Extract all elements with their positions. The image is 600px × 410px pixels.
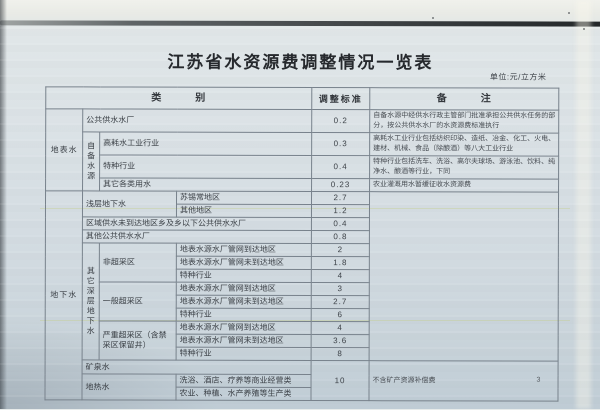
row-regional-unreached-value: 0.4: [311, 217, 370, 231]
row-general-overdraft-special-value: 6: [311, 308, 370, 322]
row-non-overdraft-special-value: 4: [311, 269, 370, 283]
row-non-overdraft-unreached-value: 1.8: [311, 256, 370, 270]
table-row: 特种行业 0.4 特种行业包括洗车、洗浴、高尔夫球场、游泳池、饮料、纯净水、酿酒…: [46, 154, 559, 180]
table-row: 自备水源 高耗水工业行业 0.3 高耗水工业行业包括纺织印染、造纸、冶金、化工、…: [46, 131, 559, 191]
header-row: 类 别 调整标准 备 注: [45, 86, 559, 111]
group-ground-water: 地下水: [44, 190, 83, 400]
unit-label: 单位:元/立方米: [489, 72, 547, 82]
row-high-water-industry-remark: 高耗水工业行业包括纺织印染、造纸、冶金、化工、火电、建材、机械、食品（除酿酒）等…: [369, 132, 559, 157]
group-surface-water: 地表水: [45, 108, 83, 191]
group-geothermal: 地热水: [81, 373, 177, 401]
scan-left-shadow: [0, 0, 7, 409]
group-non-overdraft: 非超采区: [99, 242, 177, 283]
row-other-water-label: 其它各类用水: [99, 177, 312, 192]
row-general-overdraft-special-label: 特种行业: [176, 308, 312, 322]
row-suxichang-label: 苏锡常地区: [176, 191, 312, 205]
row-severe-overdraft-special-value: 8: [311, 347, 370, 361]
row-shallow-label: 浅层地下水: [82, 190, 177, 218]
row-general-overdraft-reached-value: 3: [311, 282, 370, 296]
row-public-plant-value: 0.2: [311, 109, 370, 133]
page-number: 3: [536, 376, 541, 384]
scan-right-band: [576, 0, 591, 409]
scan-top-strip: [0, 0, 600, 22]
row-non-overdraft-unreached-label: 地表水源水厂管网未到达地区: [176, 256, 312, 270]
row-high-water-industry-value: 0.3: [311, 132, 370, 156]
table-row: 地下水 浅层地下水 苏锡常地区 2.7: [44, 190, 559, 400]
row-mineral-water-label: 矿泉水: [82, 359, 312, 375]
table-row: 矿泉水 10 不含矿产资源补偿费: [45, 359, 559, 402]
scan-bottom-left-shade: [0, 319, 220, 409]
row-regional-unreached-label: 区域供水未到达地区乡及乡以下公共供水水厂: [82, 216, 312, 231]
row-other-water-remark: 农业灌溉用水暂缓征收水资源费: [369, 178, 559, 193]
row-non-overdraft-special-label: 特种行业: [176, 269, 312, 283]
table-row: 地表水 公共供水水厂 0.2 自备水源中经供水行政主管部门批准承担公共供水任务的…: [45, 108, 559, 191]
group-general-overdraft: 一般超采区: [99, 281, 177, 322]
row-other-water-value: 0.23: [311, 178, 370, 192]
row-severe-overdraft-reached-value: 4: [311, 321, 370, 335]
header-standard: 调整标准: [311, 87, 370, 110]
row-special-industry-remark: 特种行业包括洗车、洗浴、高尔夫球场、游泳池、饮料、纯净水、酿酒等行业，下同: [369, 155, 559, 180]
row-geothermal-remark: 不含矿产资源补偿费: [368, 360, 559, 402]
header-remark: 备 注: [369, 87, 559, 111]
row-public-plant-remark: 自备水源中经供水行政主管部门批准承担公共供水任务的部分，按公共供水水厂的水资源费…: [369, 109, 559, 134]
table-row: 其它各类用水 0.23 农业灌溉用水暂缓征收水资源费: [46, 177, 559, 193]
row-severe-overdraft-special-label: 特种行业: [176, 347, 312, 361]
row-geothermal-production-label: 农业、种植、水产养殖等生产类: [175, 387, 312, 401]
scan-tint-line: [40, 208, 570, 209]
scan-speck: [583, 28, 585, 30]
row-other-public-plant-label: 其他公共供水水厂: [82, 229, 312, 244]
row-severe-overdraft-reached-label: 地表水源水厂管网到达地区: [176, 321, 312, 335]
row-special-industry-label: 特种行业: [99, 154, 312, 179]
row-special-industry-value: 0.4: [311, 155, 370, 179]
row-suxichang-value: 2.7: [311, 191, 370, 205]
row-general-overdraft-unreached-label: 地表水源水厂管网未到达地区: [176, 295, 312, 309]
row-general-overdraft-unreached-value: 2.7: [311, 295, 370, 309]
row-non-overdraft-reached-label: 地表水源水厂管网到达地区: [176, 243, 312, 257]
row-non-overdraft-reached-value: 2: [311, 243, 370, 257]
group-severe-overdraft: 严重超采区（含禁采区保留井）: [99, 320, 177, 361]
row-public-plant-label: 公共供水水厂: [82, 108, 312, 133]
group-self-supplied: 自备水源: [82, 131, 100, 191]
scan-tint-line: [40, 320, 570, 321]
row-other-region-label: 其他地区: [176, 204, 312, 218]
header-category: 类 别: [45, 86, 312, 110]
row-geothermal-value: 10: [310, 360, 370, 401]
row-severe-overdraft-unreached-value: 3.6: [311, 334, 370, 348]
group-deep-ground-water: 其它深层地下水: [82, 242, 100, 360]
page-title: 江苏省水资源费调整情况一览表: [167, 52, 434, 73]
row-general-overdraft-reached-label: 地表水源水厂管网到达地区: [176, 282, 312, 296]
scan-speck: [568, 12, 570, 14]
row-severe-overdraft-unreached-label: 地表水源水厂管网未到达地区: [176, 334, 312, 348]
fee-table: 类 别 调整标准 备 注 地表水 公共供水水厂 0.2 自备水源中经供水行政主管…: [44, 86, 559, 402]
row-other-public-plant-value: 0.8: [311, 230, 370, 244]
row-other-region-value: 1.2: [311, 204, 370, 218]
row-geothermal-commercial-label: 洗浴、酒店、疗养等商业经营类: [176, 374, 312, 388]
scan-speck: [432, 17, 434, 19]
row-high-water-industry-label: 高耗水工业行业: [99, 131, 312, 156]
remark-empty-cell: [369, 191, 559, 362]
